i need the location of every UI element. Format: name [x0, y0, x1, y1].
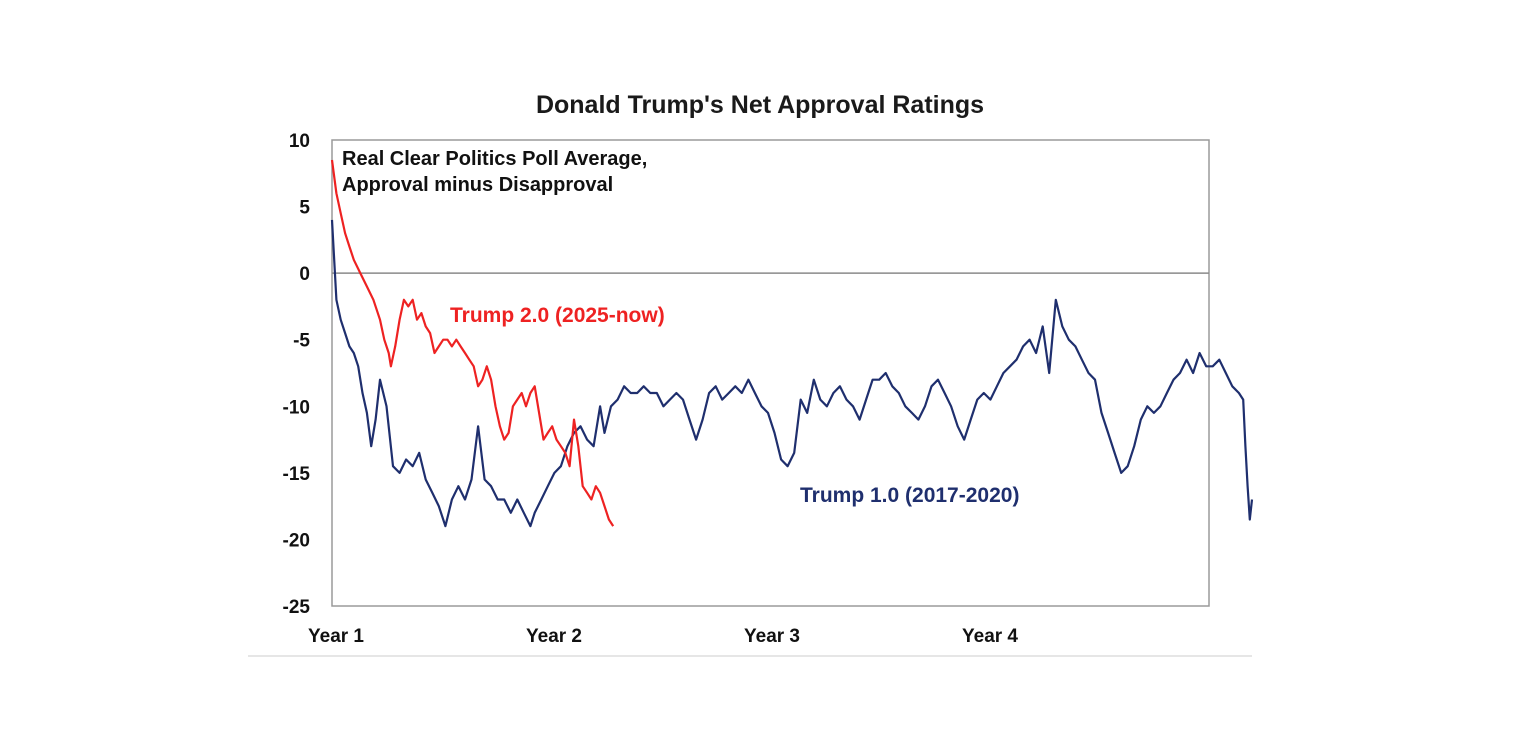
chart-title: Donald Trump's Net Approval Ratings [536, 91, 984, 119]
x-tick-label: Year 2 [526, 626, 582, 647]
y-tick-label: -10 [283, 397, 310, 418]
x-axis-ticks: Year 1 Year 2 Year 3 Year 4 [308, 626, 1018, 647]
y-tick-label: 0 [299, 264, 310, 285]
x-tick-label: Year 1 [308, 626, 364, 647]
y-tick-label: -20 [283, 530, 310, 551]
y-tick-label: 5 [299, 198, 310, 219]
y-tick-label: -15 [283, 464, 311, 485]
y-tick-label: -25 [283, 597, 311, 618]
plot-area-frame [331, 139, 1210, 607]
series-label-trump-1: Trump 1.0 (2017-2020) [800, 484, 1019, 507]
y-tick-label: 10 [289, 131, 310, 152]
x-tick-label: Year 3 [744, 626, 800, 647]
annotation-line-2: Approval minus Disapproval [342, 174, 613, 196]
series-line-trump-1 [330, 219, 1254, 528]
annotation-line-1: Real Clear Politics Poll Average, [342, 148, 647, 170]
y-axis-ticks: 10 5 0 -5 -10 -15 -20 -25 [283, 131, 311, 618]
series-label-trump-2: Trump 2.0 (2025-now) [450, 304, 665, 327]
y-tick-label: -5 [293, 331, 310, 352]
x-tick-label: Year 4 [962, 626, 1018, 647]
series-line-trump-2 [330, 159, 615, 527]
